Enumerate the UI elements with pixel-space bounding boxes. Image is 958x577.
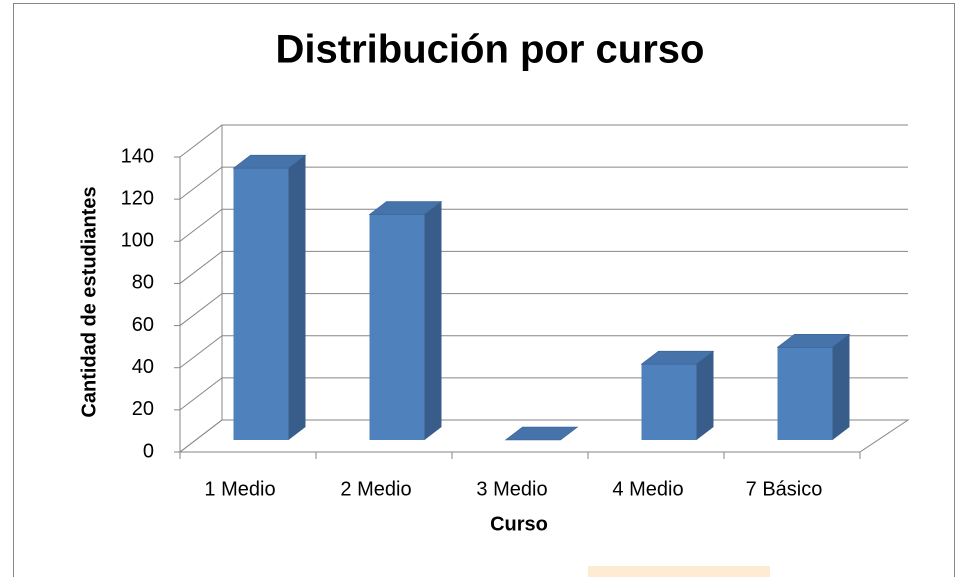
x-tick-label: 7 Básico (746, 478, 823, 500)
bar-side (288, 155, 306, 440)
bar-front (233, 168, 289, 440)
y-tick-label: 20 (132, 398, 154, 420)
bar-front (641, 364, 697, 440)
chart-title: Distribución por curso (276, 28, 705, 72)
grid-line (179, 124, 908, 158)
decoration (588, 566, 770, 577)
y-tick-label: 80 (132, 272, 154, 294)
bar-top (232, 154, 307, 169)
x-tick-label: 2 Medio (340, 478, 411, 500)
bar-side (832, 334, 850, 440)
bar-front (777, 347, 833, 440)
bar-top (640, 350, 715, 365)
x-axis-title: Curso (490, 513, 548, 535)
y-tick-label: 140 (121, 145, 154, 167)
grid-line (179, 208, 908, 242)
y-tick-label: 60 (132, 314, 154, 336)
y-tick-label: 100 (121, 230, 154, 252)
y-tick-label: 0 (143, 440, 154, 462)
x-tick-label: 1 Medio (204, 478, 275, 500)
grid-line (179, 250, 908, 284)
bar-front (369, 214, 425, 440)
x-tick-label: 4 Medio (612, 478, 683, 500)
y-axis-title: Cantidad de estudiantes (78, 186, 100, 417)
chart-border (13, 3, 955, 577)
grid-line (179, 293, 908, 326)
bar-side (424, 201, 442, 440)
grid-line (179, 335, 908, 369)
y-tick-label: 120 (121, 187, 154, 209)
bar-side (696, 351, 714, 440)
bar-top (776, 333, 851, 348)
y-tick-label: 40 (132, 356, 154, 378)
grid-line (179, 166, 908, 200)
bar-top (504, 426, 579, 441)
bar-top (368, 201, 443, 215)
x-tick-label: 3 Medio (476, 478, 547, 500)
